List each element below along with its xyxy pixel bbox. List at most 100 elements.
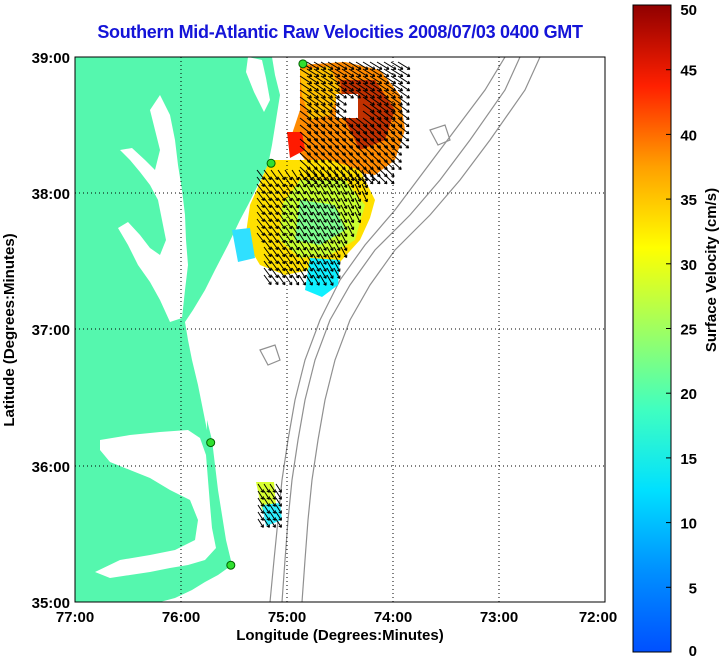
velocity-arrow xyxy=(340,176,348,189)
velocity-arrow xyxy=(354,204,362,217)
station-marker-site-delaware xyxy=(266,158,276,168)
velocity-arrow xyxy=(320,68,334,77)
velocity-arrow xyxy=(320,61,334,70)
velocity-arrow xyxy=(355,68,369,77)
velocity-arrow xyxy=(333,197,341,209)
velocity-arrow xyxy=(284,225,293,237)
velocity-arrow xyxy=(270,274,279,286)
velocity-arrow xyxy=(269,504,276,514)
velocity-arrow xyxy=(299,75,313,85)
colorbar-tick-label: 20 xyxy=(680,386,697,403)
velocity-arrow xyxy=(340,211,348,224)
velocity-arrow xyxy=(390,152,402,163)
velocity-arrow xyxy=(369,75,383,85)
velocity-arrow xyxy=(319,274,327,286)
velocity-arrow xyxy=(305,204,313,216)
velocity-arrow xyxy=(326,225,334,237)
velocity-arrow xyxy=(263,518,270,528)
velocity-arrow xyxy=(369,68,383,77)
colorbar-gradient xyxy=(632,4,672,653)
velocity-arrow xyxy=(334,103,347,113)
velocity-arrow xyxy=(333,169,341,181)
velocity-arrow xyxy=(397,89,410,99)
colorbar-tick-label: 5 xyxy=(689,580,697,597)
velocity-arrow xyxy=(348,89,361,99)
velocity-arrow xyxy=(341,82,355,92)
velocity-arrow xyxy=(397,61,411,70)
velocity-arrow xyxy=(298,232,307,244)
velocity-arrow xyxy=(263,497,270,507)
velocity-arrow xyxy=(257,497,264,507)
velocity-arrow xyxy=(383,166,395,178)
velocity-arrow xyxy=(333,218,341,230)
velocity-arrow xyxy=(341,89,354,99)
velocity-arrow xyxy=(312,239,320,251)
y-tick-label: 38:00 xyxy=(32,186,70,203)
velocity-arrow xyxy=(340,246,348,259)
velocity-arrow xyxy=(284,274,293,286)
velocity-arrow xyxy=(340,232,348,245)
velocity-arrow xyxy=(319,204,327,216)
velocity-arrow xyxy=(312,211,320,223)
colorbar-tick-label: 0 xyxy=(689,643,697,659)
velocity-arrow xyxy=(326,260,334,272)
velocity-arrow xyxy=(305,197,313,209)
velocity-arrow xyxy=(298,169,307,181)
velocity-arrow xyxy=(313,89,326,99)
velocity-arrow xyxy=(298,190,307,202)
colorbar-tick-label: 40 xyxy=(680,127,697,144)
velocity-arrow xyxy=(334,61,348,70)
velocity-arrow xyxy=(313,82,327,92)
velocity-arrow xyxy=(348,61,362,70)
velocity-arrow xyxy=(390,138,403,149)
velocity-arrow xyxy=(305,218,313,230)
velocity-arrow xyxy=(376,75,390,85)
velocity-arrow xyxy=(326,169,334,181)
velocity-arrow xyxy=(333,246,341,258)
velocity-arrow xyxy=(348,68,362,77)
velocity-arrow xyxy=(284,190,293,202)
velocity-arrow xyxy=(291,211,300,223)
velocity-arrow xyxy=(284,253,293,265)
velocity-arrow xyxy=(257,490,264,500)
velocity-arrow xyxy=(390,89,403,99)
velocity-arrow xyxy=(376,61,390,70)
velocity-arrow xyxy=(291,197,300,209)
velocity-arrow xyxy=(327,75,341,85)
velocity-arrow xyxy=(326,267,334,279)
velocity-arrow xyxy=(368,169,375,182)
velocity-arrow xyxy=(305,239,313,251)
velocity-arrow xyxy=(291,253,300,265)
velocity-arrow xyxy=(397,124,410,135)
velocity-arrow xyxy=(354,211,362,224)
velocity-arrow xyxy=(340,218,348,231)
velocity-arrow xyxy=(291,246,300,258)
velocity-arrow xyxy=(275,490,282,500)
velocity-arrow xyxy=(312,197,320,209)
velocity-arrow xyxy=(306,82,320,92)
velocity-arrow xyxy=(305,274,313,286)
x-axis-label: Longitude (Degrees:Minutes) xyxy=(236,627,444,644)
velocity-arrow xyxy=(284,260,293,272)
velocity-arrow xyxy=(298,211,307,223)
velocity-arrow xyxy=(305,211,313,223)
colorbar-tick-label: 30 xyxy=(680,257,697,274)
velocity-arrow xyxy=(348,82,362,92)
velocity-arrow xyxy=(333,190,341,202)
colorbar-tick-label: 15 xyxy=(680,451,697,468)
chesapeake-bay xyxy=(118,95,188,322)
x-tick-label: 77:00 xyxy=(56,609,94,626)
y-tick-label: 35:00 xyxy=(32,595,70,612)
velocity-arrow xyxy=(277,274,286,286)
velocity-arrow xyxy=(326,253,334,265)
x-tick-label: 73:00 xyxy=(480,609,518,626)
velocity-arrow xyxy=(362,82,376,92)
velocity-arrow xyxy=(397,75,411,85)
outer-banks xyxy=(207,420,232,568)
velocity-arrow xyxy=(298,176,307,188)
velocity-arrow xyxy=(298,218,307,230)
velocity-arrow xyxy=(320,82,334,92)
velocity-arrow xyxy=(305,169,313,181)
